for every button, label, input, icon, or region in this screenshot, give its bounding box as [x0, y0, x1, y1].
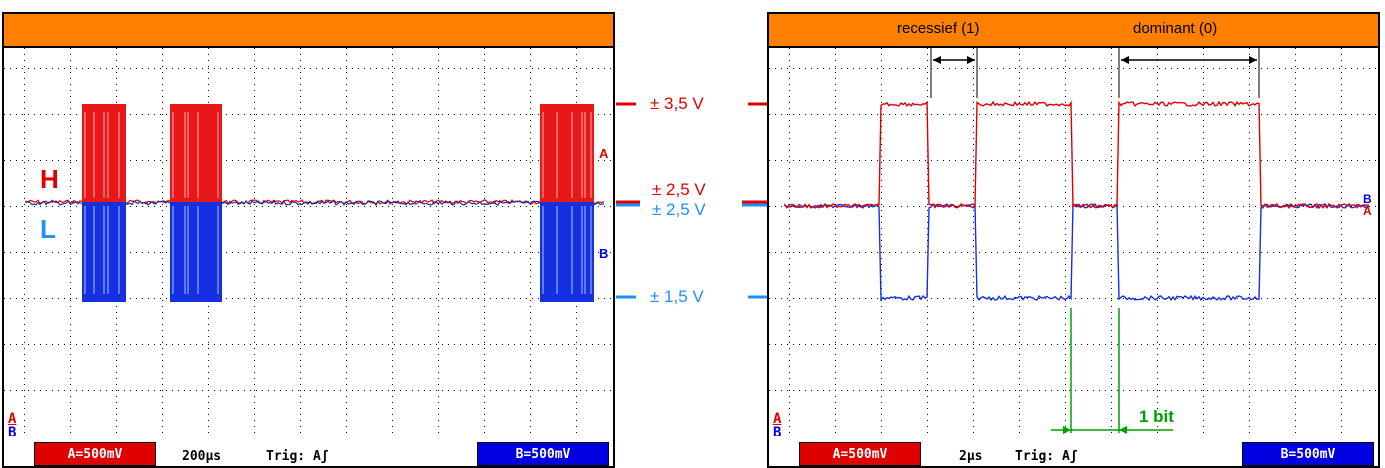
level-2-5v-low: ± 2,5 V — [652, 200, 706, 219]
arrow-head — [1121, 56, 1129, 64]
wave-l — [784, 202, 1370, 302]
recessive-label: recessief (1) — [897, 20, 980, 37]
left-scope-screen — [4, 48, 613, 436]
arrow-head — [967, 56, 975, 64]
burst-l-1 — [170, 202, 222, 302]
channel-a-scale-right[interactable]: A=500mV — [799, 442, 921, 466]
right-scope-topbar: recessief (1) dominant (0) — [769, 14, 1378, 48]
wave-h — [784, 100, 1370, 210]
level-2-5v-high: ± 2,5 V — [652, 180, 706, 199]
right-status-bar: A=500mV 2µs Trig: Aʃ B=500mV — [769, 436, 1378, 466]
left-waveform-plot — [4, 48, 611, 433]
trigger-readout: Trig: Aʃ — [266, 449, 329, 464]
label-h: H — [40, 164, 59, 194]
level-1-5v: ± 1,5 V — [650, 287, 704, 306]
right-scope-screen — [769, 48, 1378, 436]
channel-a-marker-right: A — [1363, 204, 1372, 218]
channel-b-marker-right: B — [1363, 192, 1372, 206]
channel-b-marker: B — [599, 246, 609, 261]
bit-label: 1 bit — [1139, 407, 1174, 426]
bit-arrow-left — [1063, 426, 1071, 434]
channel-a-marker: A — [599, 146, 609, 161]
channel-a-scale[interactable]: A=500mV — [34, 442, 156, 466]
arrow-head — [933, 56, 941, 64]
timebase-readout-right: 2µs — [959, 449, 983, 464]
left-scope-topbar — [4, 14, 613, 48]
bit-arrow-right — [1119, 426, 1127, 434]
timebase-readout: 200µs — [182, 449, 222, 464]
arrow-head — [1249, 56, 1257, 64]
left-status-bar: A=500mV 200µs Trig: Aʃ B=500mV — [4, 436, 613, 466]
channel-b-scale-right[interactable]: B=500mV — [1242, 442, 1374, 466]
level-3-5v: ± 3,5 V — [650, 94, 704, 113]
dominant-label: dominant (0) — [1133, 20, 1218, 37]
channel-b-scale[interactable]: B=500mV — [477, 442, 609, 466]
trigger-readout-right: Trig: Aʃ — [1015, 449, 1078, 464]
label-l: L — [40, 214, 56, 244]
burst-h-1 — [170, 104, 222, 202]
right-waveform-plot — [769, 48, 1376, 434]
